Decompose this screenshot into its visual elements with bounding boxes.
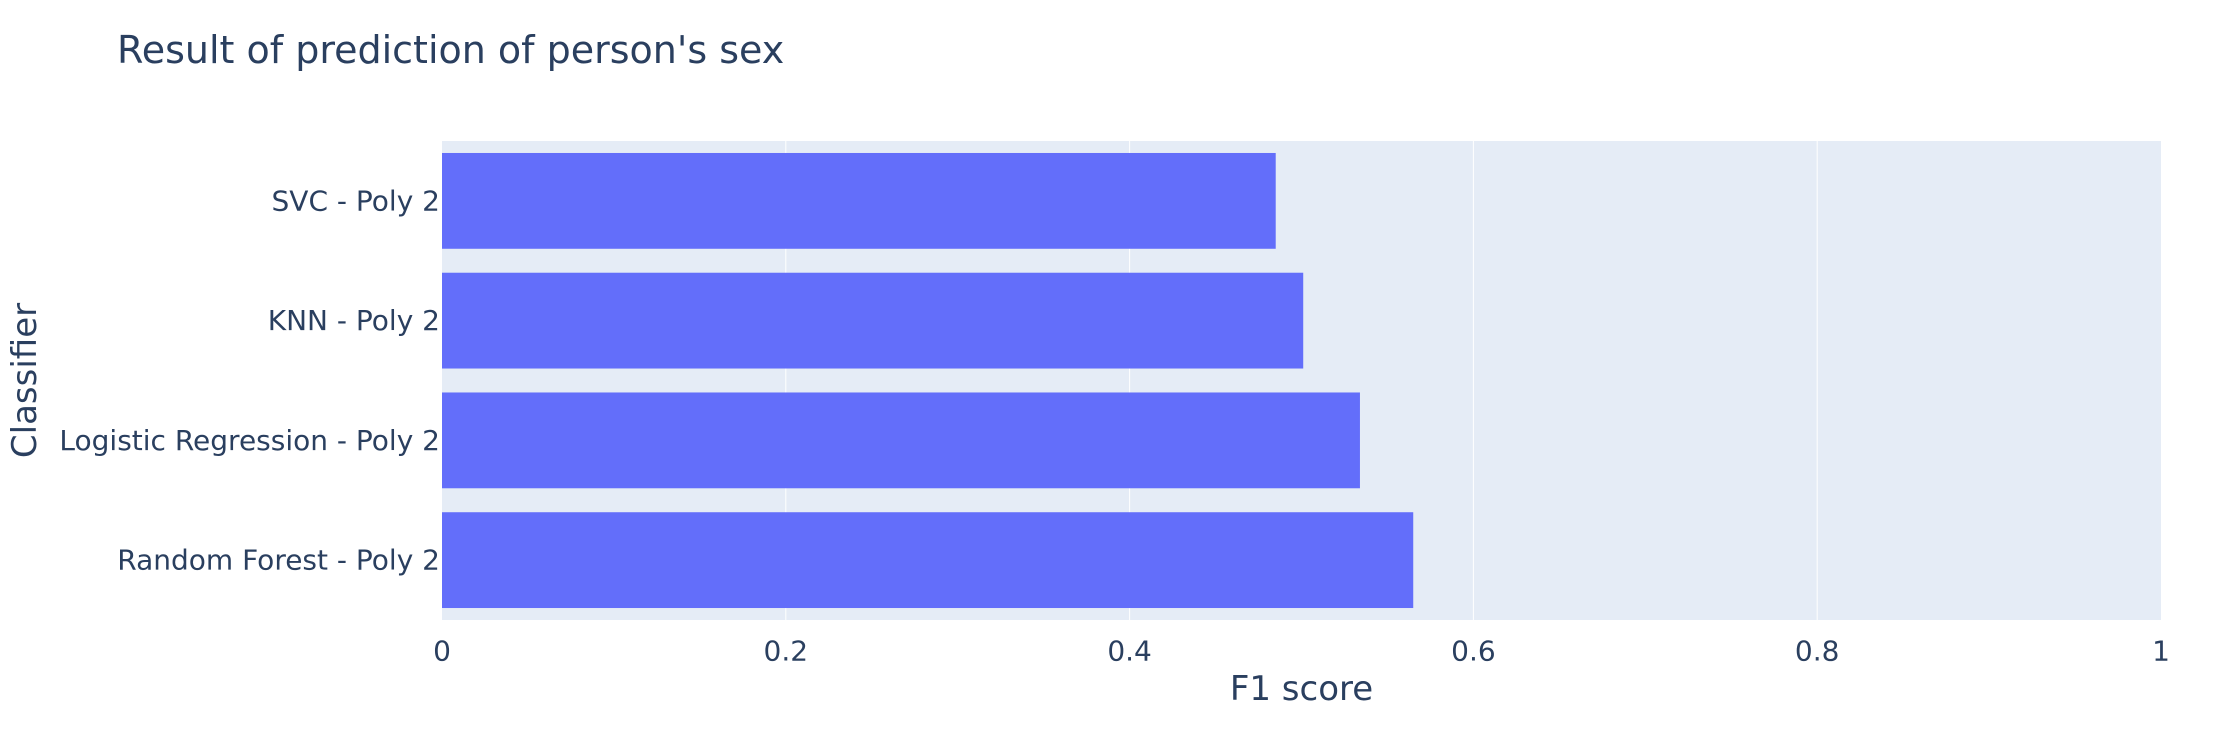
y-tick-label: SVC - Poly 2 — [272, 184, 440, 217]
chart-title: Result of prediction of person's sex — [117, 28, 785, 72]
bar — [442, 512, 1414, 609]
y-tick-label: Logistic Regression - Poly 2 — [59, 424, 440, 457]
x-tick-label: 0.2 — [764, 635, 809, 668]
x-tick-label: 0 — [433, 635, 451, 668]
bar — [442, 392, 1360, 489]
y-axis-title: Classifier — [5, 303, 45, 458]
x-tick-label: 1 — [2152, 635, 2170, 668]
bars — [442, 152, 1414, 609]
y-tick-labels: SVC - Poly 2 KNN - Poly 2 Logistic Regress… — [59, 184, 440, 576]
x-tick-label: 0.6 — [1451, 635, 1496, 668]
x-tick-label: 0.4 — [1107, 635, 1152, 668]
bar — [442, 272, 1304, 369]
x-axis-title: F1 score — [1230, 669, 1373, 709]
y-tick-label: Random Forest - Poly 2 — [117, 544, 440, 577]
y-tick-label: KNN - Poly 2 — [268, 304, 440, 337]
bar — [442, 152, 1276, 249]
x-tick-labels: 0 0.2 0.4 0.6 0.8 1 — [433, 635, 2170, 668]
x-tick-label: 0.8 — [1795, 635, 1840, 668]
